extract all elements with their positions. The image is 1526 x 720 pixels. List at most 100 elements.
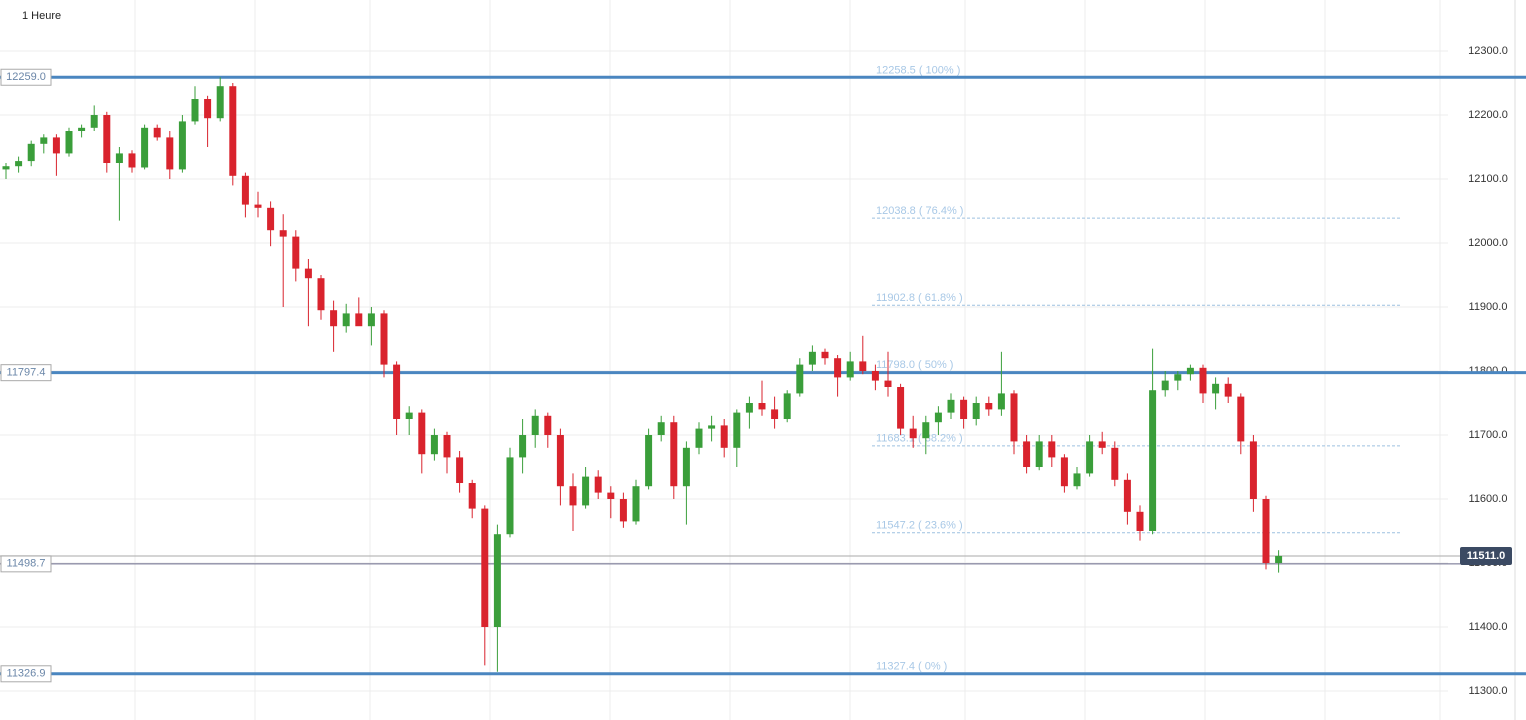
level-label: 11797.4 bbox=[7, 367, 46, 379]
candle-body bbox=[15, 161, 23, 167]
candle-body bbox=[506, 457, 514, 535]
candle-body bbox=[1212, 383, 1220, 394]
candle-body bbox=[1048, 441, 1056, 458]
candle-body bbox=[582, 476, 590, 506]
y-tick-label: 12100.0 bbox=[1468, 173, 1508, 185]
candle-body bbox=[2, 166, 10, 170]
candle-body bbox=[1174, 374, 1182, 381]
candle-body bbox=[1237, 396, 1245, 442]
candle-body bbox=[393, 364, 401, 420]
candle-body bbox=[229, 86, 237, 176]
candle-body bbox=[1149, 390, 1157, 532]
y-tick-label: 11600.0 bbox=[1469, 493, 1508, 505]
last-price-box bbox=[1460, 546, 1512, 565]
candle-body bbox=[846, 361, 854, 378]
candle-body bbox=[430, 435, 438, 455]
candle-body bbox=[695, 428, 703, 448]
candle-body bbox=[141, 127, 149, 168]
fib-label: 11902.8 ( 61.8% ) bbox=[876, 292, 963, 304]
candle-body bbox=[493, 534, 501, 628]
candle-body bbox=[1186, 367, 1194, 375]
y-tick-label: 11900.0 bbox=[1469, 301, 1508, 313]
y-tick-label: 11800.0 bbox=[1469, 365, 1508, 377]
candle-body bbox=[52, 137, 60, 154]
candle-body bbox=[1111, 447, 1119, 480]
candle-body bbox=[1073, 473, 1081, 487]
y-tick-label: 12200.0 bbox=[1468, 109, 1508, 121]
candle-body bbox=[947, 399, 955, 413]
candle-body bbox=[216, 86, 224, 119]
fib-label: 12038.8 ( 76.4% ) bbox=[876, 205, 963, 217]
candle-body bbox=[619, 499, 627, 522]
candle-body bbox=[531, 415, 539, 436]
level-label: 11498.7 bbox=[7, 558, 46, 570]
candle-body bbox=[569, 486, 577, 506]
candle-body bbox=[897, 387, 905, 429]
candle-body bbox=[821, 351, 829, 359]
candle-body bbox=[796, 364, 804, 394]
candle-body bbox=[78, 127, 86, 132]
candle-body bbox=[380, 313, 388, 365]
level-label-box bbox=[0, 364, 52, 382]
fib-label: 11547.2 ( 23.6% ) bbox=[876, 520, 963, 532]
candle-body bbox=[1262, 499, 1270, 564]
candle-body bbox=[204, 99, 212, 119]
candle-body bbox=[1249, 441, 1257, 500]
candle-body bbox=[960, 399, 968, 420]
candle-body bbox=[594, 476, 602, 493]
candle-body bbox=[657, 422, 665, 436]
candle-body bbox=[405, 412, 413, 420]
candle-body bbox=[241, 175, 249, 205]
fib-label: 11798.0 ( 50% ) bbox=[876, 359, 953, 371]
candle-body bbox=[90, 115, 98, 128]
candle-body bbox=[40, 137, 48, 144]
candle-body bbox=[922, 422, 930, 439]
level-label-box bbox=[0, 665, 52, 683]
candle-body bbox=[972, 403, 980, 420]
fib-label: 11327.4 ( 0% ) bbox=[876, 660, 947, 672]
candle-body bbox=[745, 403, 753, 413]
candle-body bbox=[1098, 441, 1106, 448]
fib-label: 12258.5 ( 100% ) bbox=[876, 64, 960, 76]
candle-body bbox=[884, 380, 892, 388]
candle-body bbox=[909, 428, 917, 439]
candle-body bbox=[304, 268, 312, 279]
candle-body bbox=[355, 313, 363, 327]
y-tick-label: 12000.0 bbox=[1468, 237, 1508, 249]
candle-body bbox=[443, 435, 451, 458]
candle-body bbox=[342, 313, 350, 327]
candle-body bbox=[1224, 383, 1232, 397]
candle-body bbox=[670, 422, 678, 487]
candle-body bbox=[1023, 441, 1031, 468]
candle-body bbox=[254, 204, 262, 208]
candle-body bbox=[556, 435, 564, 487]
candle-body bbox=[292, 236, 300, 269]
y-tick-label: 12300.0 bbox=[1468, 45, 1508, 57]
candle-body bbox=[808, 351, 816, 365]
candle-body bbox=[128, 153, 136, 168]
candle-body bbox=[1086, 441, 1094, 474]
chart-title: 1 Heure bbox=[22, 10, 61, 22]
candle-body bbox=[708, 425, 716, 429]
fib-label: 11683.1 ( 38.2% ) bbox=[876, 433, 963, 445]
y-tick-label: 11400.0 bbox=[1469, 621, 1508, 633]
candle-body bbox=[1199, 367, 1207, 394]
candle-body bbox=[985, 403, 993, 410]
candle-body bbox=[544, 415, 552, 436]
candle-body bbox=[191, 99, 199, 122]
candle-body bbox=[367, 313, 375, 327]
candle-body bbox=[1161, 380, 1169, 391]
candle-body bbox=[103, 115, 111, 164]
candle-body bbox=[330, 310, 338, 327]
candle-body bbox=[871, 371, 879, 381]
candle-body bbox=[153, 127, 161, 138]
candle-body bbox=[1123, 479, 1131, 512]
candle-body bbox=[607, 492, 615, 500]
level-label-box bbox=[0, 68, 52, 86]
candle-body bbox=[279, 230, 287, 237]
candle-body bbox=[997, 393, 1005, 410]
candle-body bbox=[115, 153, 123, 164]
